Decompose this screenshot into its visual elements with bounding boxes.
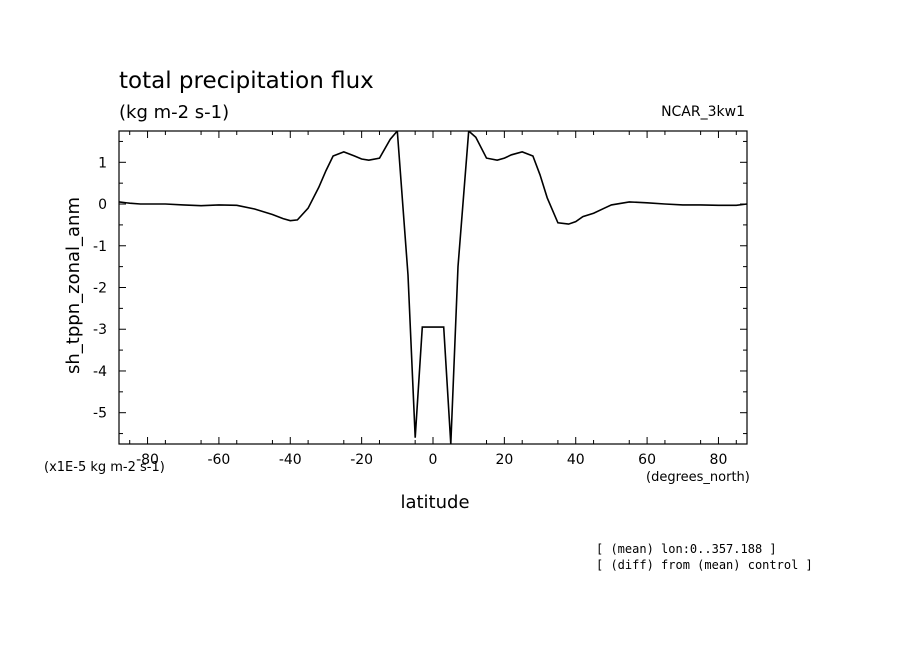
series-line xyxy=(119,131,747,444)
y-tick-label: -2 xyxy=(93,281,107,297)
x-axis-label: latitude xyxy=(400,492,469,513)
y-axis-label: sh_tppn_zonal_anm xyxy=(63,197,84,374)
y-tick-label: 0 xyxy=(98,197,107,213)
x-units-label: (degrees_north) xyxy=(646,470,750,485)
y-tick-label: -3 xyxy=(93,322,107,338)
chart-units: (kg m-2 s-1) xyxy=(119,102,230,123)
note-mean-lon: [ (mean) lon:0..357.188 ] xyxy=(596,542,777,556)
x-tick-label: -40 xyxy=(279,452,302,468)
y-tick-label: -4 xyxy=(93,364,107,380)
dataset-label: NCAR_3kw1 xyxy=(661,104,745,120)
scale-label: (x1E-5 kg m-2 s-1) xyxy=(44,460,165,475)
y-tick-label: -5 xyxy=(93,406,107,422)
y-tick-label: 1 xyxy=(98,155,107,171)
x-tick-label: 60 xyxy=(638,452,656,468)
x-tick-label: -80 xyxy=(136,452,159,468)
x-tick-label: 40 xyxy=(567,452,585,468)
note-diff-control: [ (diff) from (mean) control ] xyxy=(596,558,813,572)
x-tick-label: -60 xyxy=(207,452,230,468)
plot-frame xyxy=(118,130,748,445)
chart-title: total precipitation flux xyxy=(119,68,374,94)
x-tick-label: 0 xyxy=(429,452,438,468)
x-tick-label: -20 xyxy=(350,452,373,468)
y-tick-label: -1 xyxy=(93,239,107,255)
x-tick-label: 20 xyxy=(495,452,513,468)
x-tick-label: 80 xyxy=(710,452,728,468)
